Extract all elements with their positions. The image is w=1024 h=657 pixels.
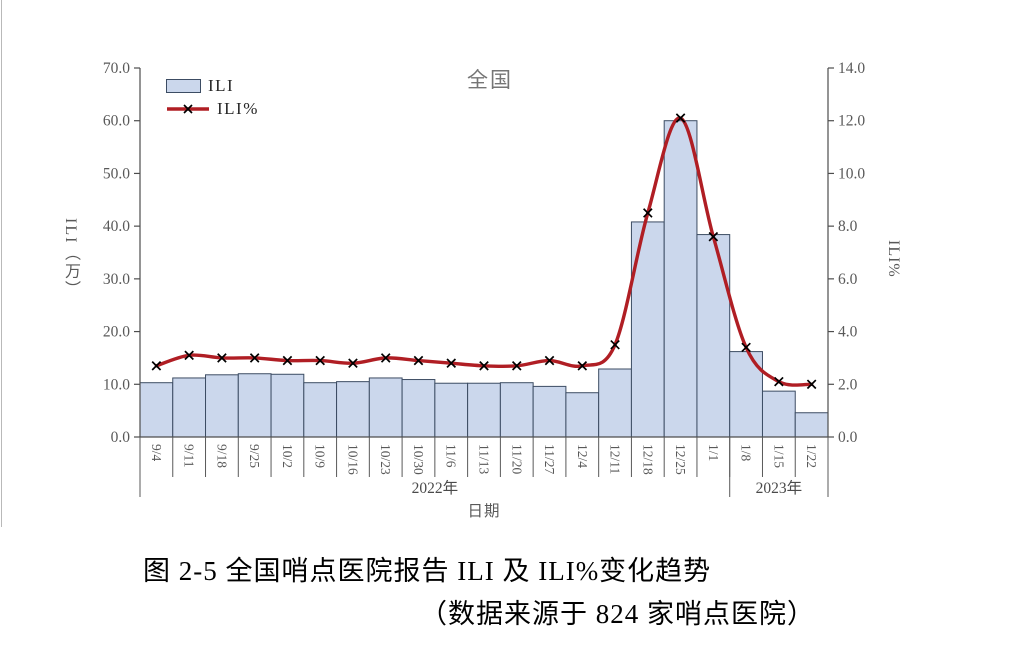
data-point-marker [184,350,194,361]
x-axis-date-label: 11/27 [542,444,557,474]
x-axis-date-label: 11/6 [444,444,459,468]
right-axis-tick-label: 14.0 [838,60,865,77]
x-axis-date-label: 1/15 [771,444,786,468]
figure-caption-line1: 图 2-5 全国哨点医院报告 ILI 及 ILI%变化趋势 [143,556,712,586]
ili-bar [499,382,534,438]
x-axis-title: 日期 [467,503,501,520]
legend-item-ili: ILI [166,76,259,95]
data-point-marker [446,358,457,369]
left-axis-tick-label: 0.0 [111,429,131,446]
page-left-border-line [1,0,2,527]
left-axis-tick-label: 70.0 [103,60,130,77]
data-point-marker [708,231,719,242]
data-point-marker [610,339,620,350]
chart-legend: ILI ILI% [166,76,259,118]
bar-series-swatch [166,79,201,93]
bar-series-label: ILI [208,76,235,95]
x-axis-date-label: 10/9 [313,444,328,468]
ili-bar [663,120,698,438]
data-point-marker [380,353,391,363]
figure-caption-line2: （数据来源于 824 家哨点医院） [420,599,815,629]
data-point-marker [249,353,260,363]
x-axis-date-label: 11/13 [477,444,492,474]
chart-title: 全国 [467,68,513,92]
x-axis-date-label: 10/23 [378,444,393,475]
left-axis-tick-label: 10.0 [103,376,130,393]
x-axis-date-label: 1/22 [804,444,819,468]
right-axis-tick-label: 6.0 [838,271,858,288]
ili-bar [303,382,338,438]
line-series-label: ILI% [217,99,259,118]
chart-canvas: 0.0 10.0 20.0 30.0 40.0 50.0 60.0 70.0 0.0 2.0 4.0… [103,60,865,497]
ili-bar [368,377,403,438]
x-axis-year-label: 2022年 [412,479,459,497]
ili-bar [172,377,207,438]
right-axis-tick-label: 4.0 [838,324,858,341]
x-axis-date-label: 12/18 [640,444,655,475]
ili-bar [401,379,436,438]
left-axis-tick-label: 50.0 [103,165,130,182]
ili-bar [139,382,174,438]
x-axis-date-label: 10/30 [411,444,426,475]
ili-bar [598,368,632,438]
ili-bar [336,381,370,438]
left-axis-tick-label: 60.0 [103,113,130,130]
ili-bar [205,374,239,438]
x-axis-date-label: 1/1 [706,444,721,461]
data-point-marker [806,379,817,390]
ili-bar [696,234,731,438]
x-axis-date-label: 12/11 [608,444,623,474]
data-point-marker [151,361,162,371]
data-point-marker [511,361,522,371]
left-axis-tick-label: 30.0 [103,271,130,288]
left-axis-title: ILI（万） [62,218,79,299]
right-axis-tick-label: 2.0 [838,376,858,393]
x-axis-date-label: 11/20 [509,444,524,474]
data-point-marker [479,361,489,371]
x-axis-date-label: 9/4 [149,444,164,462]
data-point-marker [774,376,784,387]
data-point-marker [217,353,227,363]
data-point-marker [643,208,653,218]
data-point-marker [413,355,424,366]
x-axis-year-label: 2023年 [756,479,803,497]
left-axis-tick-label: 20.0 [103,324,130,341]
line-marker-icon [167,104,209,114]
data-point-marker [315,355,325,366]
data-point-marker [577,361,588,371]
ili-bar [237,373,272,438]
x-axis-date-label: 9/11 [182,444,197,468]
ili-percent-line [154,116,814,387]
right-axis-tick-label: 10.0 [838,165,865,182]
right-axis-tick-label: 8.0 [838,218,858,235]
right-axis-tick-label: 0.0 [838,429,858,446]
ili-bar [434,382,469,438]
data-point-marker [282,355,293,366]
left-axis-tick-label: 40.0 [103,218,130,235]
data-point-marker [741,342,751,353]
ili-bar [532,385,567,438]
ili-chart-figure: 0.0 10.0 20.0 30.0 40.0 50.0 60.0 70.0 0.0 2.0 4.0… [62,60,902,520]
data-point-marker [544,355,555,366]
ili-bar [794,412,829,438]
x-axis-date-label: 9/18 [214,444,229,468]
x-axis-date-label: 10/2 [280,444,295,468]
ili-bar [761,390,796,438]
x-axis-date-label: 12/25 [673,444,688,475]
x-axis-date-label: 12/4 [575,444,590,468]
right-axis-title: ILI% [885,240,902,278]
legend-item-ili-percent: ILI% [166,99,259,118]
x-axis-date-label: 9/25 [247,444,262,468]
line-series-swatch [166,102,210,116]
ili-bar [467,382,501,438]
data-point-marker [348,358,358,369]
x-axis-date-label: 10/16 [346,444,361,475]
data-point-marker [675,113,686,123]
ili-bar [565,392,600,438]
ili-bar [270,373,305,438]
x-axis-date-label: 1/8 [739,444,754,462]
right-axis-tick-label: 12.0 [838,113,865,130]
